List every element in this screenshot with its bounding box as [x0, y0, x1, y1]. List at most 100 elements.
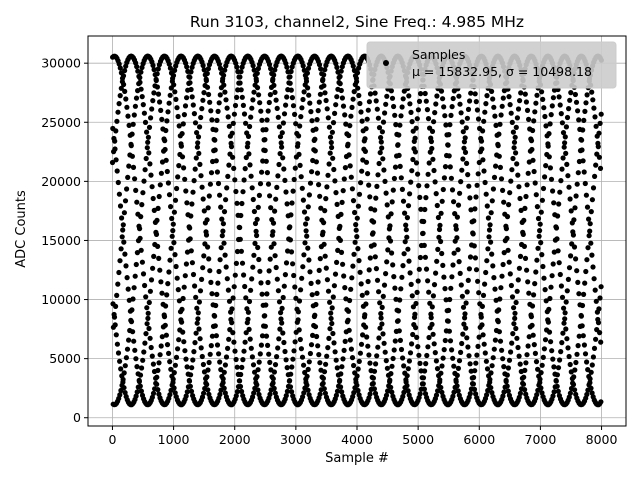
sample-point	[176, 337, 182, 343]
sample-point	[559, 294, 566, 300]
sample-point	[355, 203, 361, 209]
sample-point	[243, 154, 249, 161]
sample-point	[413, 125, 419, 131]
sample-point	[217, 359, 223, 365]
sample-point	[492, 113, 498, 119]
sample-point	[593, 298, 599, 304]
sample-point	[233, 260, 239, 266]
sample-point	[166, 61, 172, 67]
sample-point	[121, 370, 127, 376]
sample-point	[529, 303, 536, 309]
sample-point	[309, 292, 315, 298]
sample-point	[340, 356, 346, 362]
sample-point	[485, 246, 491, 252]
sample-point	[428, 138, 434, 145]
sample-point	[333, 357, 339, 363]
sample-point	[581, 342, 588, 348]
sample-point	[450, 355, 456, 361]
sample-point	[184, 364, 190, 370]
sample-point	[250, 394, 256, 400]
sample-point	[282, 177, 288, 183]
sample-point	[325, 115, 331, 121]
sample-point	[574, 351, 580, 357]
sample-point	[476, 334, 482, 340]
sample-point	[514, 288, 520, 294]
sample-point	[222, 362, 228, 368]
sample-point	[116, 269, 122, 276]
sample-point	[462, 149, 469, 155]
sample-point	[183, 356, 189, 362]
sample-point	[520, 381, 527, 387]
sample-point	[114, 168, 120, 174]
sample-point	[377, 150, 383, 156]
sample-point	[357, 269, 363, 275]
sample-point	[232, 348, 238, 354]
sample-point	[423, 195, 429, 201]
sample-point	[529, 322, 535, 328]
sample-point	[137, 383, 143, 389]
sample-point	[373, 195, 379, 201]
sample-point	[511, 145, 517, 151]
sample-point	[184, 95, 190, 101]
sample-point	[564, 114, 571, 121]
sample-point	[302, 240, 308, 246]
sample-point	[542, 337, 549, 343]
sample-point	[498, 112, 504, 118]
sample-point	[391, 347, 397, 353]
sample-point	[407, 350, 414, 356]
sample-point	[331, 166, 337, 173]
sample-point	[271, 241, 277, 247]
sample-point	[435, 388, 441, 394]
sample-point	[398, 175, 404, 181]
sample-point	[403, 222, 409, 228]
sample-point	[486, 227, 493, 233]
sample-point	[372, 254, 378, 260]
sample-point	[523, 99, 530, 105]
sample-point	[330, 120, 337, 126]
sample-point	[351, 251, 357, 257]
sample-point	[182, 176, 188, 182]
sample-point	[595, 320, 602, 326]
sample-point	[341, 176, 347, 182]
sample-point	[556, 94, 562, 100]
sample-point	[538, 209, 544, 215]
sample-point	[216, 100, 222, 106]
sample-point	[312, 148, 318, 154]
sample-point	[517, 390, 524, 396]
sample-point	[125, 286, 131, 292]
sample-point	[409, 341, 415, 347]
sample-point	[385, 247, 391, 253]
sample-point	[489, 390, 495, 396]
sample-point	[272, 390, 278, 396]
sample-point	[239, 388, 245, 395]
sample-point	[383, 392, 390, 398]
sample-point	[483, 191, 489, 197]
sample-point	[270, 76, 276, 82]
sample-point	[305, 387, 311, 393]
sample-point	[418, 91, 424, 97]
sample-point	[334, 201, 340, 207]
sample-point	[356, 92, 362, 99]
sample-point	[176, 163, 182, 169]
sample-point	[207, 351, 213, 357]
sample-point	[418, 206, 424, 212]
sample-point	[123, 263, 129, 269]
sample-point	[563, 124, 570, 130]
sample-point	[365, 278, 371, 285]
sample-point	[561, 144, 567, 150]
sample-point	[573, 99, 580, 105]
sample-point	[219, 233, 225, 239]
sample-point	[297, 336, 303, 343]
sample-point	[320, 76, 326, 82]
sample-point	[416, 98, 423, 104]
sample-point	[466, 183, 472, 189]
sample-point	[305, 65, 312, 71]
sample-point	[275, 173, 281, 179]
sample-point	[143, 155, 149, 162]
sample-point	[376, 160, 382, 167]
sample-point	[423, 266, 430, 272]
sample-point	[377, 300, 383, 306]
sample-point	[283, 189, 289, 195]
sample-point	[400, 96, 406, 102]
sample-point	[428, 315, 434, 321]
